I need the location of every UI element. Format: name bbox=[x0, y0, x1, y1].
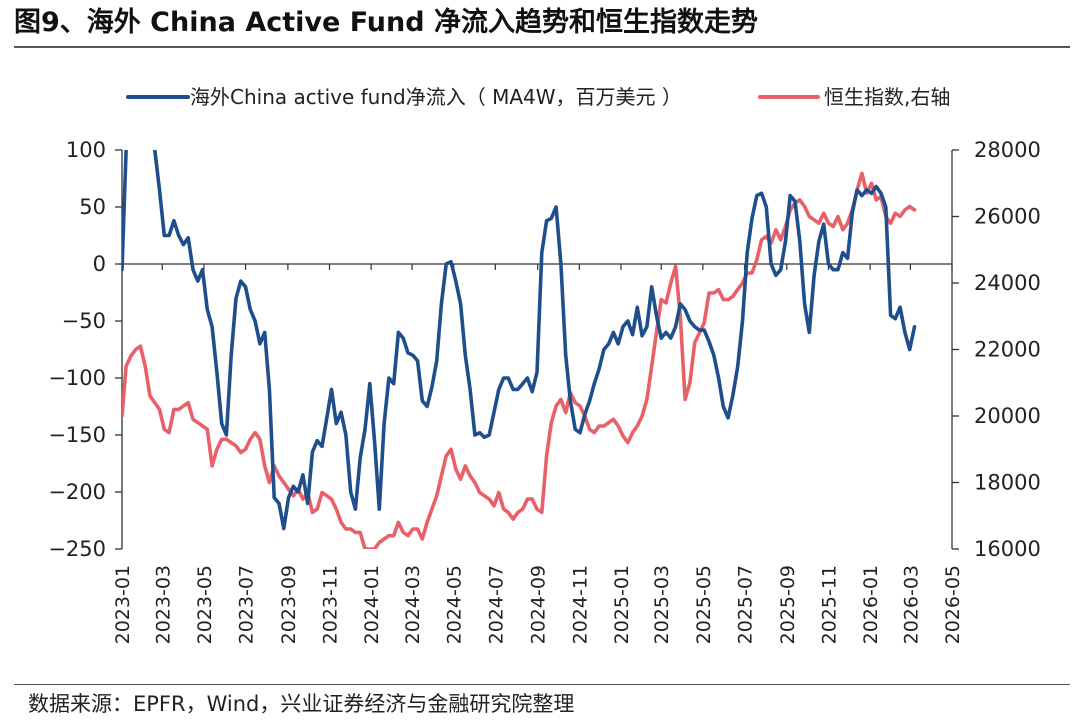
x-axis-tick-label: 2023-09 bbox=[278, 565, 300, 644]
left-axis-tick-label: 50 bbox=[79, 195, 106, 219]
x-axis-tick-label: 2026-01 bbox=[860, 565, 882, 644]
chart: 海外China active fund净流入（ MA4W，百万美元 ） 恒生指数… bbox=[48, 85, 1041, 644]
x-axis-tick-label: 2023-07 bbox=[236, 565, 258, 644]
left-axis-tick-label: −200 bbox=[48, 480, 106, 504]
x-axis-tick-label: 2023-05 bbox=[194, 565, 216, 644]
left-axis-tick-label: −250 bbox=[48, 537, 106, 561]
left-axis-tick-label: −150 bbox=[48, 423, 106, 447]
x-axis-tick-label: 2024-11 bbox=[569, 565, 591, 644]
legend: 海外China active fund净流入（ MA4W，百万美元 ） 恒生指数… bbox=[126, 85, 950, 109]
left-axis-tick-label: 100 bbox=[66, 138, 106, 162]
series-line-fund-inflow bbox=[122, 150, 917, 531]
x-axis-tick-label: 2025-11 bbox=[818, 565, 840, 644]
x-axis-tick-label: 2026-03 bbox=[900, 565, 922, 644]
left-axis-tick-label: −50 bbox=[62, 309, 106, 333]
x-axis-tick-label: 2025-05 bbox=[693, 565, 715, 644]
right-axis-tick-label: 24000 bbox=[974, 271, 1041, 295]
title-rule bbox=[14, 46, 1070, 48]
x-axis-tick-label: 2025-09 bbox=[777, 565, 799, 644]
x-axis-tick-label: 2025-07 bbox=[735, 565, 757, 644]
x-axis-tick-label: 2023-03 bbox=[152, 565, 174, 644]
x-axis-tick-label: 2025-01 bbox=[611, 565, 633, 644]
right-axis-tick-label: 26000 bbox=[974, 205, 1041, 229]
x-axis-tick-label: 2024-07 bbox=[485, 565, 507, 644]
x-axis-tick-label: 2023-11 bbox=[320, 565, 342, 644]
legend-label-red: 恒生指数,右轴 bbox=[824, 85, 950, 109]
series-line-hang-seng bbox=[122, 171, 917, 549]
figure-title: 图9、海外 China Active Fund 净流入趋势和恒生指数走势 bbox=[14, 7, 758, 38]
x-axis-tick-label: 2025-03 bbox=[651, 565, 673, 644]
x-axis-tick-label: 2024-03 bbox=[402, 565, 424, 644]
x-axis-tick-label: 2024-01 bbox=[361, 565, 383, 644]
x-axis-tick-label: 2023-01 bbox=[112, 565, 134, 644]
plot-lines bbox=[122, 150, 917, 549]
source-rule bbox=[14, 684, 1070, 685]
axes: 100 50 0 −50 −100 −150 −200 −250 28000 26000 24000… bbox=[48, 138, 1041, 644]
left-axis-tick-label: −100 bbox=[48, 366, 106, 390]
right-axis-tick-label: 16000 bbox=[974, 537, 1041, 561]
right-axis-tick-label: 22000 bbox=[974, 338, 1041, 362]
right-axis-tick-label: 18000 bbox=[974, 471, 1041, 495]
x-axis-tick-label: 2024-09 bbox=[528, 565, 550, 644]
source-note: 数据来源：EPFR，Wind，兴业证券经济与金融研究院整理 bbox=[28, 692, 575, 716]
x-axis-tick-label: 2026-05 bbox=[942, 565, 964, 644]
x-axis-tick-label: 2024-05 bbox=[444, 565, 466, 644]
right-axis-tick-label: 20000 bbox=[974, 404, 1041, 428]
left-axis-tick-label: 0 bbox=[93, 252, 106, 276]
legend-label-blue: 海外China active fund净流入（ MA4W，百万美元 ） bbox=[190, 85, 682, 109]
right-axis-tick-label: 28000 bbox=[974, 138, 1041, 162]
